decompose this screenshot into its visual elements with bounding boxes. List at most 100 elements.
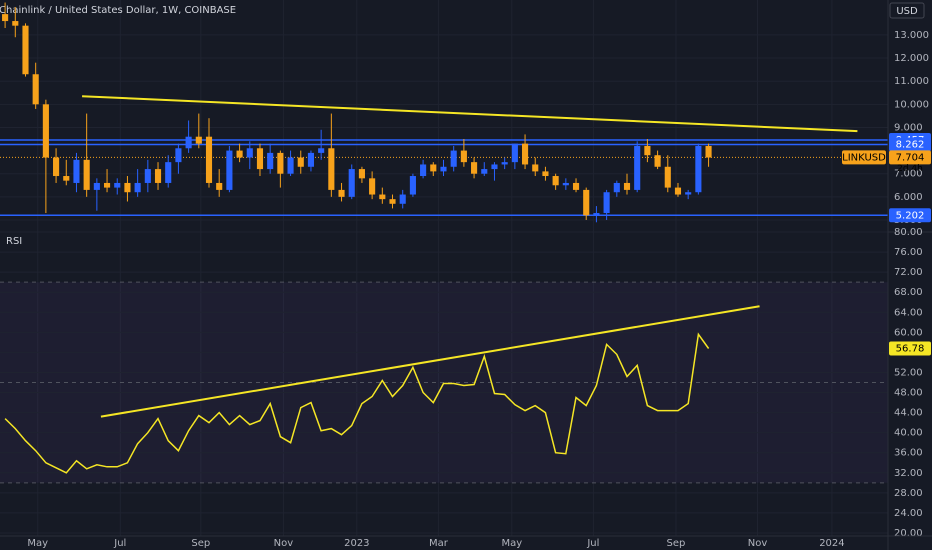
candle-body bbox=[73, 159, 80, 183]
candle-body bbox=[634, 145, 641, 190]
level-label: 8.262 bbox=[896, 140, 925, 151]
candle-body bbox=[532, 164, 539, 172]
y-tick-label: 7.000 bbox=[894, 169, 923, 180]
level-label-box bbox=[889, 208, 931, 223]
y-tick-label: 6.000 bbox=[894, 192, 923, 203]
y-tick-label: 48.00 bbox=[894, 388, 923, 399]
candle-body bbox=[287, 157, 294, 174]
candle-body bbox=[654, 155, 661, 167]
x-tick-label: Nov bbox=[274, 538, 294, 549]
candle-body bbox=[501, 162, 508, 165]
x-tick-label: 2024 bbox=[819, 538, 844, 549]
candle-body bbox=[674, 187, 682, 195]
candle-body bbox=[277, 152, 284, 174]
level-label-box bbox=[889, 137, 931, 152]
candle-body bbox=[338, 189, 345, 197]
currency-button-box[interactable] bbox=[889, 2, 925, 19]
y-tick-label: 68.00 bbox=[894, 287, 923, 298]
y-tick-label: 11.000 bbox=[894, 76, 929, 87]
candle-body bbox=[623, 182, 631, 190]
candle-body bbox=[644, 145, 651, 156]
currency-button[interactable]: USD bbox=[896, 6, 918, 17]
candle-body bbox=[603, 192, 610, 214]
candle-body bbox=[389, 199, 396, 204]
candle-body bbox=[63, 176, 70, 181]
candle-body bbox=[205, 136, 213, 183]
pane-title: RSI bbox=[6, 236, 22, 247]
y-tick-label: 24.00 bbox=[894, 508, 923, 519]
x-tick-label: Jul bbox=[586, 538, 599, 549]
candle-body bbox=[256, 148, 264, 170]
candle-body bbox=[144, 169, 151, 183]
candle-body bbox=[471, 162, 478, 174]
candle-body bbox=[491, 164, 498, 170]
candle-body bbox=[175, 148, 182, 163]
x-tick-label: Nov bbox=[748, 538, 768, 549]
y-tick-label: 40.00 bbox=[894, 428, 923, 439]
candle-body bbox=[695, 145, 702, 193]
candle-body bbox=[348, 169, 355, 197]
level-label: 5.202 bbox=[896, 210, 925, 221]
x-tick-label: May bbox=[501, 538, 522, 549]
candle-body bbox=[552, 176, 559, 186]
candle-body bbox=[297, 157, 304, 167]
candle-body bbox=[685, 192, 692, 195]
symbol-label: LINKUSD bbox=[842, 152, 886, 163]
candle-body bbox=[2, 14, 9, 22]
candle-body bbox=[103, 182, 111, 188]
y-tick-label: 13.000 bbox=[894, 30, 929, 41]
candle-body bbox=[572, 182, 580, 190]
candle-body bbox=[440, 166, 447, 172]
candle-body bbox=[369, 178, 376, 195]
rsi-last-label: 56.78 bbox=[896, 343, 925, 354]
candle-body bbox=[267, 152, 274, 170]
candle-body bbox=[409, 176, 416, 195]
x-tick-label: Sep bbox=[191, 538, 210, 549]
x-tick-label: Sep bbox=[667, 538, 686, 549]
chart-title: Chainlink / United States Dollar, 1W, CO… bbox=[0, 5, 236, 16]
y-tick-label: 32.00 bbox=[894, 468, 923, 479]
candle-body bbox=[32, 74, 39, 105]
y-tick-label: 76.00 bbox=[894, 247, 923, 258]
x-tick-label: May bbox=[27, 538, 48, 549]
candle-body bbox=[42, 104, 49, 158]
candle-body bbox=[195, 136, 202, 144]
y-tick-label: 64.00 bbox=[894, 307, 923, 318]
symbol-label-box bbox=[842, 150, 886, 165]
candle-body bbox=[521, 143, 529, 165]
candle-body bbox=[583, 189, 590, 216]
candle-body bbox=[481, 169, 488, 174]
last-price-label-box bbox=[889, 150, 931, 165]
candle-body bbox=[134, 182, 141, 193]
rsi-line bbox=[4, 332, 710, 474]
y-tick-label: 72.00 bbox=[894, 267, 923, 278]
candle-body bbox=[93, 182, 100, 190]
candle-body bbox=[12, 21, 19, 26]
candle-body bbox=[226, 150, 233, 190]
y-tick-label: 36.00 bbox=[894, 448, 923, 459]
candle-body bbox=[399, 194, 406, 204]
candle-body bbox=[450, 150, 457, 167]
candle-body bbox=[165, 162, 172, 183]
x-tick-label: Mar bbox=[429, 538, 449, 549]
candle-body bbox=[593, 213, 600, 216]
candle-body bbox=[562, 182, 569, 186]
candle-body bbox=[542, 171, 549, 177]
y-tick-label: 12.000 bbox=[894, 53, 929, 64]
trendline bbox=[82, 95, 858, 133]
last-price-label: 7.704 bbox=[896, 152, 925, 163]
candle-body bbox=[420, 164, 427, 177]
candle-body bbox=[379, 194, 386, 200]
trendline bbox=[100, 305, 760, 418]
candle-body bbox=[22, 25, 29, 75]
candle-body bbox=[53, 157, 60, 177]
y-tick-label: 20.00 bbox=[894, 528, 923, 539]
x-tick-label: Jul bbox=[113, 538, 126, 549]
candle-body bbox=[236, 150, 243, 158]
candle-body bbox=[216, 182, 223, 190]
candle-body bbox=[83, 159, 90, 190]
candle-body bbox=[124, 182, 131, 193]
